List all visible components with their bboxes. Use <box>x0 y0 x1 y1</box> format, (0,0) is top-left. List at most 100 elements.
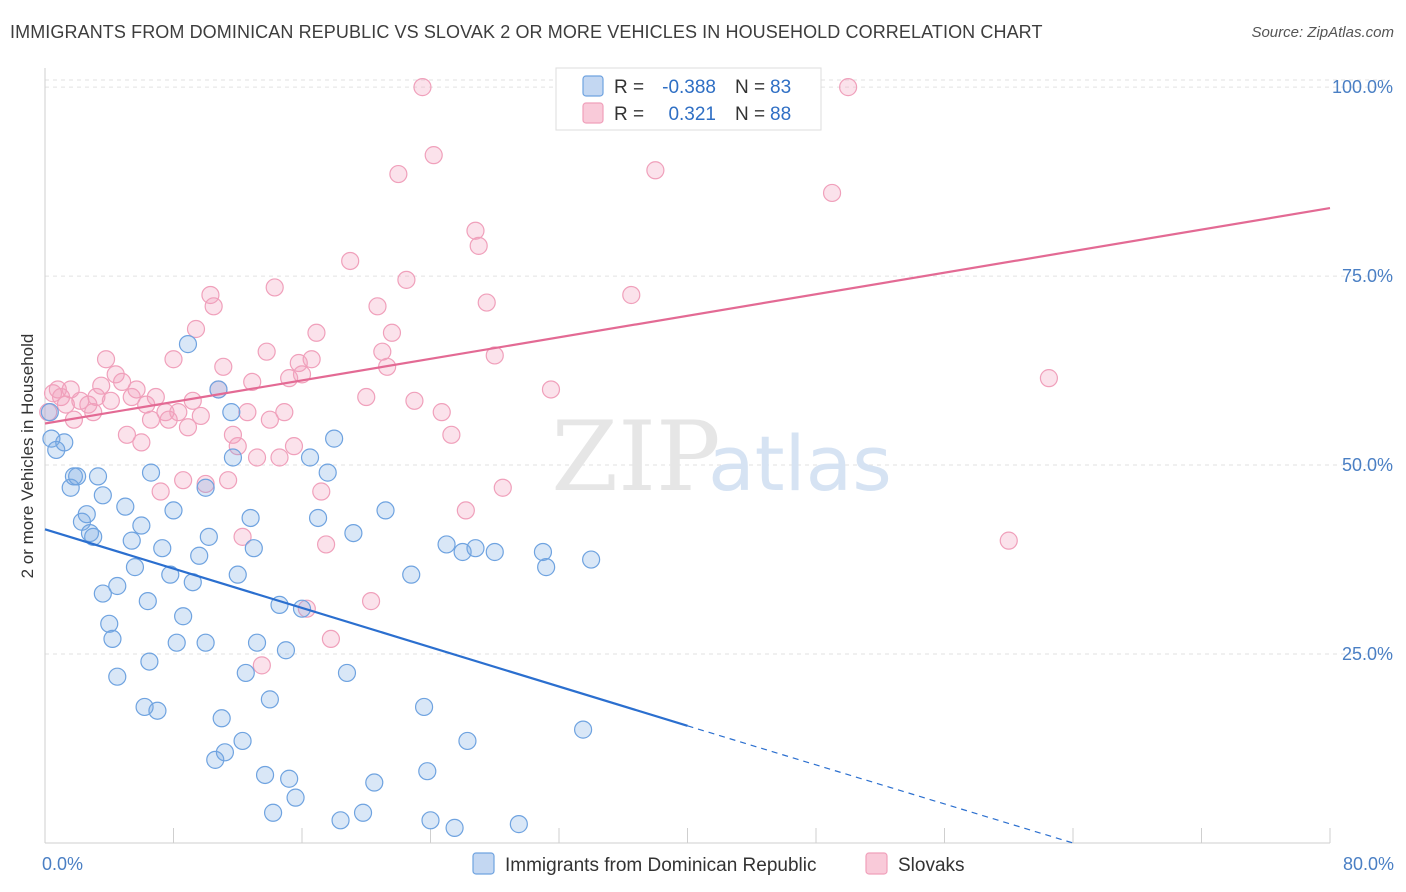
dominican-point-23 <box>141 463 161 482</box>
slovak-point-57 <box>307 323 326 342</box>
legend-r-label-1: R = <box>614 77 644 98</box>
slovak-point-40 <box>228 437 247 456</box>
dominican-point-28 <box>167 633 186 652</box>
slovak-point-14 <box>106 365 125 384</box>
legend-swatch-pink <box>582 102 604 124</box>
dominican-point-49 <box>263 803 283 822</box>
dominican-point-10 <box>84 527 103 546</box>
y-tick-label-3: 100.0% <box>1332 77 1393 97</box>
dominican-point-73 <box>466 539 485 558</box>
slovak-point-76 <box>466 221 485 240</box>
slovak-point-81 <box>541 380 561 399</box>
dominican-point-11 <box>88 467 108 486</box>
series-legend-swatch-pink <box>865 852 888 875</box>
dominican-point-22 <box>138 592 157 611</box>
dominican-point-57 <box>318 463 337 482</box>
dominican-point-12 <box>93 486 112 505</box>
dominican-point-13 <box>93 584 112 603</box>
slovak-point-21 <box>141 410 161 429</box>
series-legend-label-blue: Immigrants from Dominican Republic <box>505 855 817 876</box>
dominican-point-75 <box>509 815 528 834</box>
correlation-legend: R = -0.388 N = 83 R = 0.321 N = 88 <box>555 67 822 131</box>
legend-r-value-1: -0.388 <box>662 77 716 98</box>
slovak-point-65 <box>373 342 392 361</box>
dominican-point-3 <box>55 433 74 452</box>
slovak-point-68 <box>389 164 408 184</box>
slovak-point-61 <box>341 251 360 271</box>
dominican-point-32 <box>190 546 209 565</box>
dominican-point-63 <box>365 773 384 792</box>
legend-n-label-2: N = <box>735 104 765 125</box>
dominican-point-69 <box>437 535 456 554</box>
slovak-point-62 <box>357 387 376 407</box>
legend-swatch-blue <box>582 75 604 97</box>
dominican-point-45 <box>241 508 260 528</box>
slovak-point-71 <box>413 78 432 97</box>
slovak-point-16 <box>117 425 137 444</box>
watermark: ZIP atlas <box>551 401 891 513</box>
dominican-point-61 <box>344 523 363 543</box>
dominican-point-65 <box>402 565 421 584</box>
slovak-point-87 <box>999 531 1018 550</box>
dominican-point-25 <box>153 539 172 558</box>
slovak-point-48 <box>265 278 284 297</box>
dominican-point-19 <box>125 558 145 577</box>
dominican-point-76 <box>533 542 553 562</box>
dominican-point-68 <box>421 811 440 830</box>
slovak-point-32 <box>191 406 210 426</box>
slovak-point-73 <box>432 403 451 422</box>
series-dominican-points <box>40 335 601 837</box>
dominican-point-29 <box>174 607 193 626</box>
y-tick-labels: 25.0% 50.0% 75.0% 100.0% <box>1332 77 1393 664</box>
dominican-point-27 <box>164 501 183 520</box>
dominican-point-47 <box>247 633 267 652</box>
dominican-point-52 <box>280 769 299 788</box>
dominican-point-51 <box>276 641 296 660</box>
dominican-point-36 <box>206 750 225 769</box>
watermark-zip: ZIP <box>551 401 720 513</box>
legend-r-value-2: 0.321 <box>668 104 716 125</box>
dominican-point-53 <box>286 788 305 807</box>
dominican-point-16 <box>108 667 127 686</box>
dominican-point-60 <box>337 663 357 683</box>
slovak-point-43 <box>243 372 262 392</box>
dominican-point-55 <box>300 448 320 467</box>
y-tick-label-1: 50.0% <box>1342 455 1393 475</box>
slovak-point-26 <box>164 350 183 369</box>
dominican-point-42 <box>228 565 247 584</box>
dominican-point-38 <box>212 709 231 728</box>
slovak-point-58 <box>312 482 331 501</box>
trend-line-dominican <box>44 528 688 727</box>
series-slovaks-points <box>39 78 1059 675</box>
slovak-point-86 <box>839 78 858 97</box>
slovak-point-60 <box>321 629 341 649</box>
slovak-point-88 <box>1039 369 1059 388</box>
trend-line-dominican-extension <box>687 725 1074 844</box>
slovak-point-38 <box>219 471 238 490</box>
slovak-point-70 <box>405 391 424 410</box>
chart-title: IMMIGRANTS FROM DOMINICAN REPUBLIC VS SL… <box>10 22 1043 42</box>
dominican-point-80 <box>108 576 127 596</box>
slovak-point-12 <box>96 350 116 369</box>
slovak-point-29 <box>178 418 198 437</box>
dominican-point-35 <box>199 527 218 546</box>
series-legend: Immigrants from Dominican Republic Slova… <box>472 852 965 876</box>
slovak-point-75 <box>456 501 475 520</box>
slovak-point-25 <box>159 410 178 429</box>
trend-line-slovak <box>44 206 1331 425</box>
legend-n-value-1: 83 <box>770 77 791 98</box>
slovak-point-10 <box>87 387 106 407</box>
dominican-point-79 <box>582 550 601 569</box>
slovak-point-79 <box>485 346 504 365</box>
slovak-point-49 <box>270 448 289 467</box>
slovak-point-74 <box>442 425 461 444</box>
dominican-point-8 <box>77 505 96 524</box>
slovak-point-82 <box>622 285 641 305</box>
slovak-point-45 <box>252 656 271 675</box>
slovak-point-35 <box>204 297 223 316</box>
dominican-point-77 <box>537 558 556 577</box>
slovak-point-85 <box>822 183 842 203</box>
dominican-point-72 <box>458 731 477 751</box>
slovak-point-63 <box>361 592 381 611</box>
